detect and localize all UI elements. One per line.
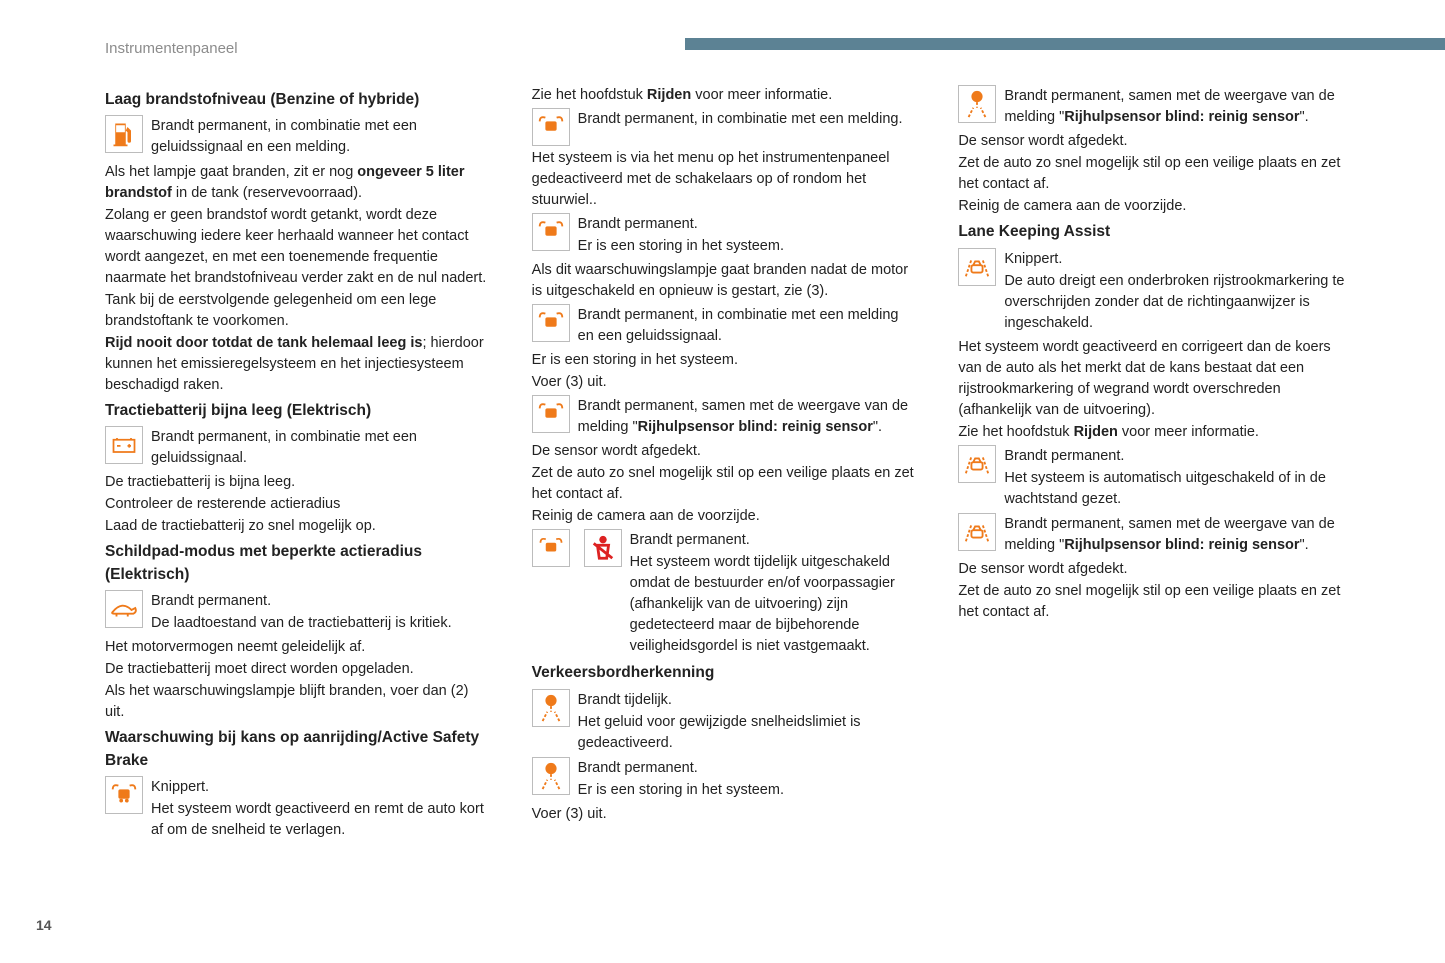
- section-heading: Schildpad-modus met beperkte actieradius…: [105, 541, 492, 586]
- body-text: Brandt permanent, in combinatie met een …: [151, 116, 492, 158]
- page-content: Laag brandstofniveau (Benzine of hybride…: [105, 85, 1345, 860]
- body-text: Als het waarschuwingslampje blijft brand…: [105, 681, 492, 723]
- turtle-icon: [105, 590, 143, 628]
- fuel-pump-icon: [105, 115, 143, 153]
- page-header-title: Instrumentenpaneel: [105, 38, 238, 60]
- body-text: Zet de auto zo snel mogelijk stil op een…: [958, 581, 1345, 623]
- body-text: Brandt permanent.: [578, 758, 919, 779]
- body-text: De sensor wordt afgedekt.: [532, 441, 919, 462]
- collision-warning-icon: [532, 304, 570, 342]
- body-text: Zolang er geen brandstof wordt getankt, …: [105, 205, 492, 289]
- section-heading: Verkeersbordherkenning: [532, 662, 919, 684]
- body-text: Brandt permanent, in combinatie met een …: [151, 427, 492, 469]
- body-text: Zie het hoofdstuk Rijden voor meer infor…: [532, 85, 919, 106]
- collision-warning-icon: [532, 108, 570, 146]
- body-text: De sensor wordt afgedekt.: [958, 131, 1345, 152]
- body-text: Tank bij de eerstvolgende gelegenheid om…: [105, 290, 492, 332]
- body-text: Zet de auto zo snel mogelijk stil op een…: [532, 463, 919, 505]
- header-color-bar: [685, 38, 1445, 50]
- section-heading: Waarschuwing bij kans op aanrijding/Acti…: [105, 727, 492, 772]
- section-heading: Laag brandstofniveau (Benzine of hybride…: [105, 89, 492, 111]
- body-text: Zie het hoofdstuk Rijden voor meer infor…: [958, 422, 1345, 443]
- section-heading: Lane Keeping Assist: [958, 221, 1345, 243]
- body-text: Het motorvermogen neemt geleidelijk af.: [105, 637, 492, 658]
- collision-warning-icon: [532, 395, 570, 433]
- body-text: Brandt tijdelijk.: [578, 690, 919, 711]
- body-text: De tractiebatterij is bijna leeg.: [105, 472, 492, 493]
- body-text: Het systeem is via het menu op het instr…: [532, 148, 919, 211]
- lane-assist-icon: [958, 445, 996, 483]
- body-text: Er is een storing in het systeem.: [578, 236, 919, 257]
- body-text: Voer (3) uit.: [532, 804, 919, 825]
- body-text: Laad de tractiebatterij zo snel mogelijk…: [105, 516, 492, 537]
- collision-warning-icon: [532, 213, 570, 251]
- body-text: De tractiebatterij moet direct worden op…: [105, 659, 492, 680]
- body-text: Zet de auto zo snel mogelijk stil op een…: [958, 153, 1345, 195]
- body-text: Rijd nooit door totdat de tank helemaal …: [105, 333, 492, 396]
- body-text: Brandt permanent.: [578, 214, 919, 235]
- body-text: Reinig de camera aan de voorzijde.: [532, 506, 919, 527]
- body-text: De laadtoestand van de tractiebatterij i…: [151, 613, 492, 634]
- body-text: Knippert.: [1004, 249, 1345, 270]
- body-text: Het geluid voor gewijzigde snelheidslimi…: [578, 712, 919, 754]
- page-number: 14: [36, 915, 52, 935]
- body-text: Brandt permanent, samen met de weergave …: [578, 396, 919, 438]
- lane-assist-icon: [958, 513, 996, 551]
- body-text: Het systeem wordt geactiveerd en corrige…: [958, 337, 1345, 421]
- traffic-sign-icon: [958, 85, 996, 123]
- body-text: Het systeem is automatisch uitgeschakeld…: [1004, 468, 1345, 510]
- body-text: Als dit waarschuwingslampje gaat branden…: [532, 260, 919, 302]
- body-text: Het systeem wordt geactiveerd en remt de…: [151, 799, 492, 841]
- traffic-sign-icon: [532, 689, 570, 727]
- body-text: Brandt permanent.: [1004, 446, 1345, 467]
- body-text: Brandt permanent.: [151, 591, 492, 612]
- body-text: Knippert.: [151, 777, 492, 798]
- battery-low-icon: [105, 426, 143, 464]
- body-text: Brandt permanent, in combinatie met een …: [578, 109, 919, 130]
- collision-warning-icon: [532, 529, 570, 567]
- traffic-sign-icon: [532, 757, 570, 795]
- body-text: Reinig de camera aan de voorzijde.: [958, 196, 1345, 217]
- seatbelt-icon: [584, 529, 622, 567]
- body-text: De sensor wordt afgedekt.: [958, 559, 1345, 580]
- lane-assist-icon: [958, 248, 996, 286]
- body-text: Als het lampje gaat branden, zit er nog …: [105, 162, 492, 204]
- body-text: Het systeem wordt tijdelijk uitgeschakel…: [630, 552, 919, 657]
- body-text: De auto dreigt een onderbroken rijstrook…: [1004, 271, 1345, 334]
- body-text: Brandt permanent, in combinatie met een …: [578, 305, 919, 347]
- body-text: Er is een storing in het systeem.: [578, 780, 919, 801]
- body-text: Brandt permanent, samen met de weergave …: [1004, 86, 1345, 128]
- body-text: Er is een storing in het systeem.: [532, 350, 919, 371]
- body-text: Brandt permanent.: [630, 530, 919, 551]
- collision-warning-icon: [105, 776, 143, 814]
- body-text: Controleer de resterende actieradius: [105, 494, 492, 515]
- body-text: Voer (3) uit.: [532, 372, 919, 393]
- body-text: Brandt permanent, samen met de weergave …: [1004, 514, 1345, 556]
- section-heading: Tractiebatterij bijna leeg (Elektrisch): [105, 400, 492, 422]
